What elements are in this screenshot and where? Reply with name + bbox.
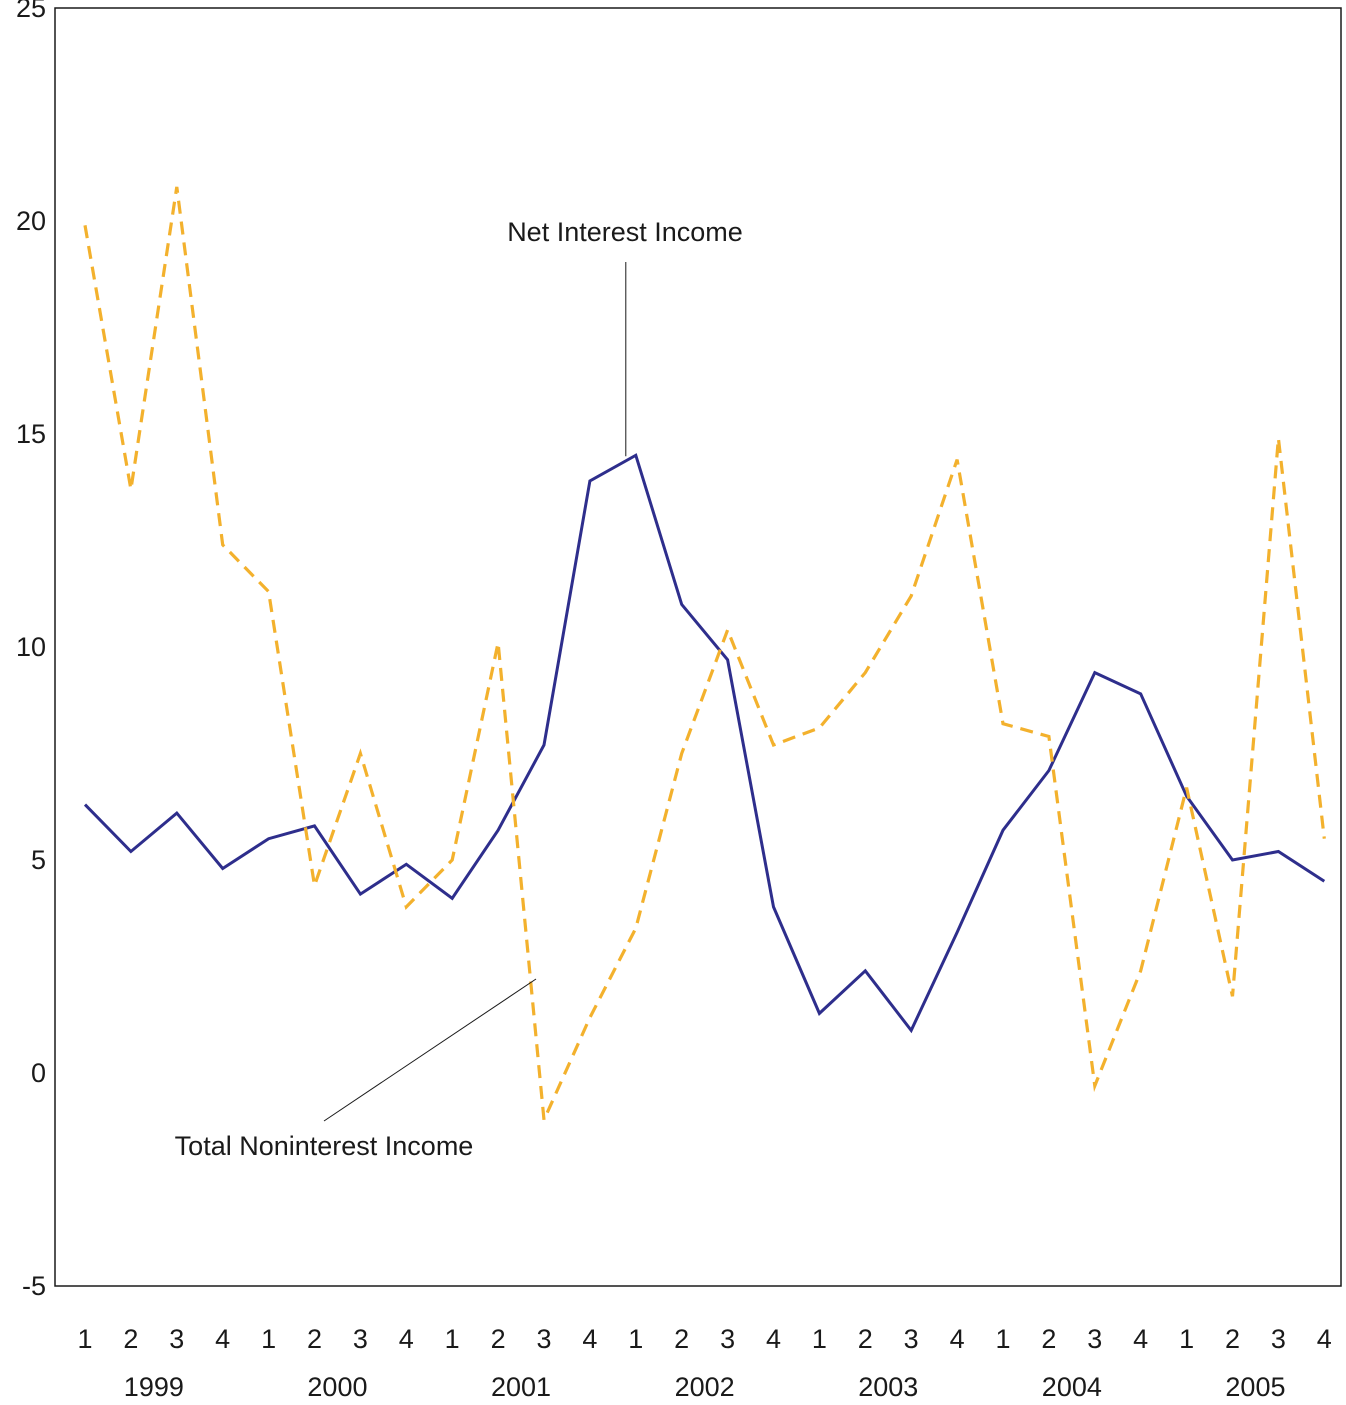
y-tick-label: 0 xyxy=(31,1058,46,1088)
x-quarter-label: 1 xyxy=(77,1324,92,1354)
y-tick-label: 10 xyxy=(16,632,46,662)
x-quarter-label: 3 xyxy=(536,1324,551,1354)
x-quarter-label: 2 xyxy=(307,1324,322,1354)
x-quarter-label: 3 xyxy=(904,1324,919,1354)
x-quarter-label: 3 xyxy=(353,1324,368,1354)
x-quarter-label: 2 xyxy=(858,1324,873,1354)
y-axis-ticks: -5 0 5 10 15 20 25 xyxy=(16,0,46,1301)
x-year-label: 2005 xyxy=(1225,1372,1285,1402)
x-quarter-label: 3 xyxy=(169,1324,184,1354)
y-tick-label: 5 xyxy=(31,845,46,875)
x-quarter-label: 2 xyxy=(1041,1324,1056,1354)
x-quarter-label: 2 xyxy=(1225,1324,1240,1354)
x-quarter-label: 1 xyxy=(628,1324,643,1354)
x-quarter-label: 1 xyxy=(1179,1324,1194,1354)
x-quarter-label: 1 xyxy=(995,1324,1010,1354)
x-quarter-label: 1 xyxy=(445,1324,460,1354)
y-tick-label: -5 xyxy=(22,1271,46,1301)
x-quarter-label: 4 xyxy=(766,1324,781,1354)
plot-frame xyxy=(54,7,1342,1287)
x-quarter-label: 3 xyxy=(1087,1324,1102,1354)
x-quarter-label: 4 xyxy=(399,1324,414,1354)
net-interest-income-line xyxy=(83,453,1326,1034)
annotation-layer: Net Interest Income Total Noninterest In… xyxy=(175,217,743,1161)
x-quarter-label: 4 xyxy=(1317,1324,1332,1354)
x-quarter-label: 4 xyxy=(950,1324,965,1354)
x-quarter-label: 4 xyxy=(1133,1324,1148,1354)
noninterest-label: Total Noninterest Income xyxy=(175,1131,474,1161)
x-year-label: 2000 xyxy=(307,1372,367,1402)
x-year-label: 1999 xyxy=(124,1372,184,1402)
net-interest-label: Net Interest Income xyxy=(507,217,743,247)
x-quarter-label: 4 xyxy=(582,1324,597,1354)
y-tick-label: 15 xyxy=(16,419,46,449)
x-year-label: 2001 xyxy=(491,1372,551,1402)
x-year-label: 2004 xyxy=(1042,1372,1102,1402)
x-quarter-label: 4 xyxy=(215,1324,230,1354)
x-quarter-label: 1 xyxy=(812,1324,827,1354)
x-quarter-label: 2 xyxy=(123,1324,138,1354)
noninterest-leader-line xyxy=(323,978,537,1122)
x-axis-year-labels: 1999 2000 2001 2002 2003 2004 2005 xyxy=(124,1372,1286,1402)
total-noninterest-income-line xyxy=(83,186,1326,1127)
y-tick-label: 25 xyxy=(16,0,46,23)
y-tick-label: 20 xyxy=(16,206,46,236)
x-quarter-label: 3 xyxy=(1271,1324,1286,1354)
x-year-label: 2003 xyxy=(858,1372,918,1402)
x-quarter-label: 3 xyxy=(720,1324,735,1354)
x-quarter-label: 2 xyxy=(491,1324,506,1354)
x-quarter-label: 2 xyxy=(674,1324,689,1354)
x-quarter-label: 1 xyxy=(261,1324,276,1354)
series-layer xyxy=(83,186,1326,1127)
x-year-label: 2002 xyxy=(675,1372,735,1402)
